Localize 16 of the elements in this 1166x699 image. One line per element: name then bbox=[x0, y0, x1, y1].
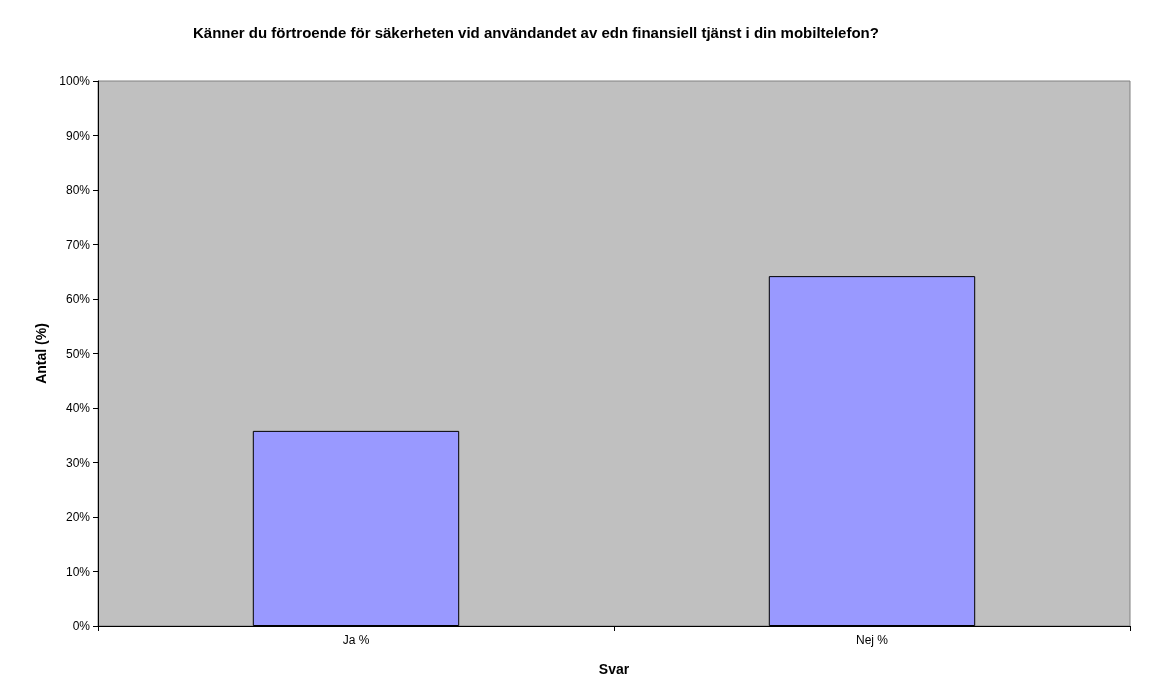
y-tick-label: 80% bbox=[65, 183, 91, 197]
y-tick-label: 0% bbox=[72, 619, 91, 633]
chart-title: Känner du förtroende för säkerheten vid användandet av edn finansiell tjänst i din mobiltelefon? bbox=[193, 23, 879, 41]
x-axis-title: Svar bbox=[598, 661, 630, 677]
y-tick-label: 40% bbox=[65, 401, 91, 415]
y-tick-label: 20% bbox=[65, 510, 91, 524]
y-axis-title: Antal (%) bbox=[33, 323, 49, 384]
y-tick-label: 100% bbox=[59, 74, 91, 88]
x-tick-label: Ja % bbox=[342, 633, 370, 647]
y-tick-label: 70% bbox=[65, 237, 91, 252]
y-tick-label: 30% bbox=[65, 455, 91, 470]
y-tick-label: 60% bbox=[65, 292, 91, 306]
y-tick-label: 50% bbox=[65, 346, 91, 361]
y-tick-label: 10% bbox=[65, 564, 91, 579]
y-tick-label: 90% bbox=[65, 128, 91, 143]
x-tick-label: Nej % bbox=[855, 633, 889, 647]
